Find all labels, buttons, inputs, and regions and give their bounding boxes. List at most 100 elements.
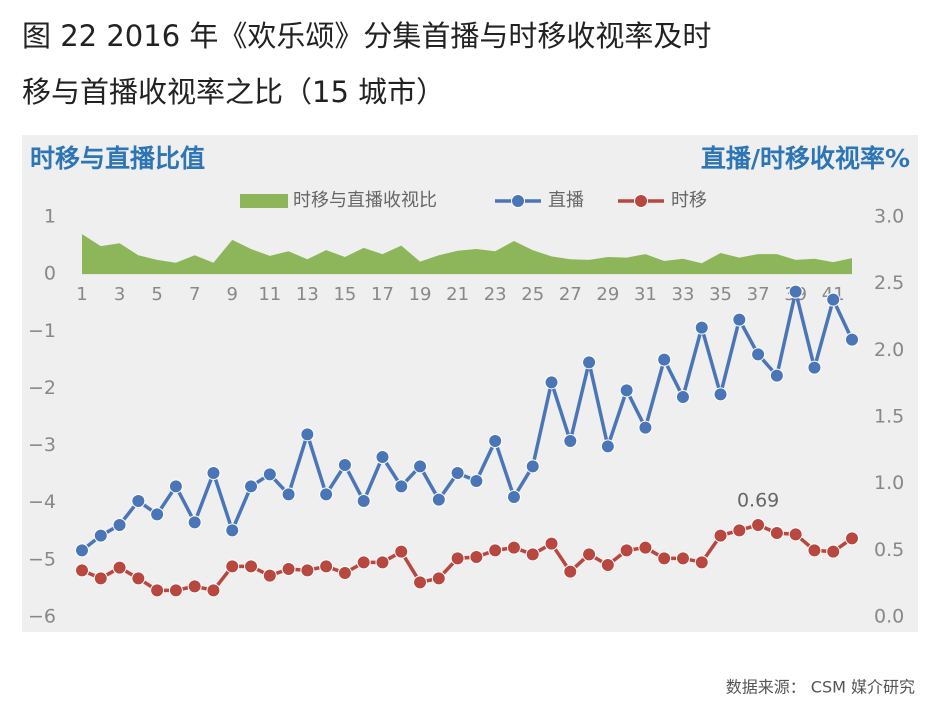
- marker: [394, 544, 409, 559]
- marker: [187, 515, 202, 530]
- marker: [600, 558, 615, 572]
- marker: [506, 540, 521, 555]
- marker: [675, 551, 690, 566]
- marker: [525, 547, 540, 562]
- marker: [619, 543, 634, 558]
- marker: [544, 536, 559, 551]
- marker: [469, 474, 484, 488]
- x-tick-label: 9: [227, 284, 238, 305]
- x-tick-label: 15: [333, 284, 356, 305]
- marker: [281, 487, 296, 502]
- marker: [694, 555, 709, 570]
- marker: [206, 466, 221, 480]
- marker: [187, 579, 202, 594]
- marker: [93, 528, 108, 543]
- marker: [694, 320, 709, 335]
- x-tick-label: 7: [189, 284, 200, 305]
- x-tick-label: 5: [151, 284, 162, 305]
- marker: [206, 583, 221, 598]
- marker: [394, 479, 409, 494]
- x-tick-label: 19: [409, 284, 432, 305]
- marker: [807, 543, 822, 558]
- marker: [488, 543, 503, 558]
- y2-tick-label: 2.0: [874, 339, 904, 361]
- x-tick-label: 37: [747, 284, 770, 305]
- marker: [826, 544, 841, 559]
- marker: [845, 332, 859, 347]
- marker: [168, 583, 183, 598]
- marker: [563, 564, 578, 579]
- x-tick-label: 29: [596, 284, 619, 305]
- marker: [375, 450, 390, 464]
- marker: [769, 526, 784, 540]
- marker: [600, 439, 615, 454]
- y-tick-label: −2: [28, 377, 56, 399]
- marker: [450, 551, 465, 566]
- marker: [675, 390, 690, 404]
- x-tick-label: 21: [446, 284, 469, 305]
- marker: [262, 568, 277, 583]
- chart-title-line-1: 图 22 2016 年《欢乐颂》分集首播与时移收视率及时: [22, 19, 711, 53]
- y-tick-label: 0: [44, 263, 56, 285]
- marker: [93, 571, 108, 586]
- marker: [150, 583, 165, 598]
- legend-label: 时移: [671, 190, 707, 211]
- marker: [244, 479, 259, 494]
- x-tick-label: 13: [296, 284, 319, 305]
- marker: [225, 559, 240, 574]
- y-tick-label: −4: [28, 491, 56, 513]
- x-tick-label: 35: [709, 284, 732, 305]
- y-axis-title: 时移与直播比值: [30, 144, 205, 173]
- marker: [582, 547, 597, 562]
- data-label: 0.69: [737, 490, 779, 512]
- y-tick-label: −5: [28, 548, 56, 570]
- x-tick-label: 3: [114, 284, 125, 305]
- marker: [431, 492, 446, 507]
- marker: [807, 360, 822, 375]
- marker: [356, 555, 371, 570]
- marker: [431, 571, 446, 586]
- marker: [112, 560, 127, 575]
- x-tick-label: 11: [258, 284, 281, 305]
- marker: [150, 507, 165, 522]
- marker: [488, 434, 503, 448]
- x-tick-label: 17: [371, 284, 394, 305]
- marker: [826, 292, 841, 307]
- legend-marker: [511, 194, 525, 208]
- y-tick-label: −6: [28, 606, 56, 628]
- x-tick-label: 27: [559, 284, 582, 305]
- marker: [525, 459, 540, 474]
- marker: [563, 434, 578, 448]
- marker: [788, 284, 803, 299]
- marker: [788, 527, 803, 542]
- marker: [319, 487, 334, 502]
- marker: [732, 312, 747, 327]
- marker: [168, 479, 183, 494]
- marker: [337, 458, 352, 472]
- marker: [131, 571, 146, 586]
- marker: [244, 559, 259, 574]
- y2-tick-label: 3.0: [874, 206, 904, 228]
- marker: [337, 566, 352, 580]
- marker: [769, 368, 784, 383]
- marker: [375, 555, 390, 570]
- marker: [751, 518, 766, 532]
- y2-tick-label: 1.0: [874, 472, 904, 494]
- marker: [751, 347, 766, 362]
- marker: [713, 528, 728, 543]
- source: 数据来源： CSM 媒介研究: [726, 678, 915, 697]
- marker: [300, 427, 315, 442]
- marker: [281, 562, 296, 576]
- y2-tick-label: 0.0: [874, 606, 904, 628]
- y-tick-label: −1: [28, 320, 56, 342]
- legend-label: 时移与直播收视比: [293, 190, 437, 211]
- y-tick-label: 1: [44, 206, 56, 228]
- marker: [713, 387, 728, 402]
- marker: [356, 494, 371, 508]
- marker: [845, 531, 859, 546]
- y-tick-label: −3: [28, 434, 56, 456]
- marker: [657, 352, 672, 367]
- marker: [112, 518, 127, 532]
